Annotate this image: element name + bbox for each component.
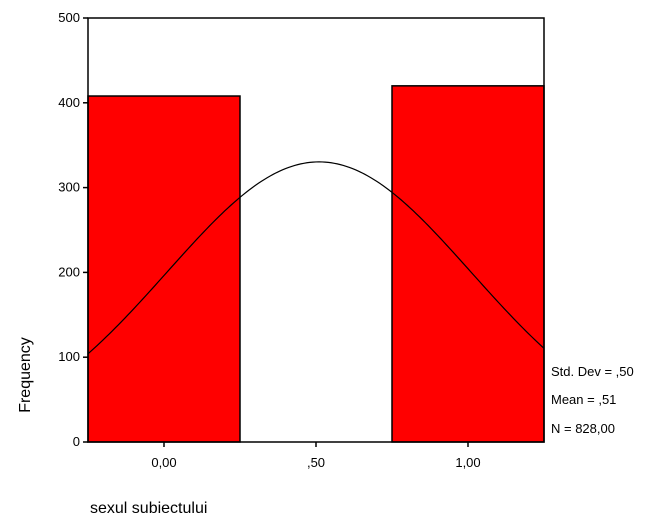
- y-tick-label: 300: [58, 180, 80, 195]
- y-tick-label: 200: [58, 264, 80, 279]
- x-axis-label: sexul subiectului: [90, 500, 207, 517]
- y-tick-label: 500: [58, 10, 80, 25]
- histogram-bar: [391, 85, 545, 443]
- stat-n: N = 828,00: [551, 421, 615, 436]
- x-tick-label: 0,00: [151, 455, 176, 470]
- x-tick-label: ,50: [307, 455, 325, 470]
- stat-std-dev: Std. Dev = ,50: [551, 364, 634, 379]
- x-tick-label: 1,00: [455, 455, 480, 470]
- stat-mean: Mean = ,51: [551, 392, 616, 407]
- y-tick-label: 100: [58, 349, 80, 364]
- normal-curve: [87, 161, 545, 355]
- histogram-bar: [87, 95, 241, 443]
- y-axis-label: Frequency: [17, 337, 34, 413]
- y-tick-label: 0: [73, 434, 80, 449]
- y-tick-label: 400: [58, 95, 80, 110]
